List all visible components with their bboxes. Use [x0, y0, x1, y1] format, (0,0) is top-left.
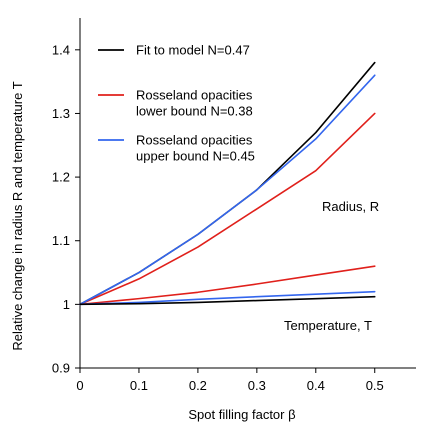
x-tick-label: 0.2 — [189, 378, 207, 393]
series-line-1 — [79, 112, 376, 306]
x-tick-label: 0 — [76, 378, 83, 393]
y-tick-label: 1.4 — [52, 42, 70, 57]
x-tick-label: 0.4 — [307, 378, 325, 393]
legend-label-1-1: lower bound N=0.38 — [136, 104, 253, 119]
series-layer — [79, 61, 376, 306]
y-tick-label: 1.1 — [52, 233, 70, 248]
y-tick-label: 1.3 — [52, 106, 70, 121]
annotation-temperature: Temperature, T — [284, 318, 372, 333]
x-tick-label: 0.1 — [130, 378, 148, 393]
y-axis-title: Relative change in radius R and temperat… — [10, 81, 25, 350]
legend-label-0-0: Fit to model N=0.47 — [136, 43, 250, 58]
legend-label-1-0: Rosseland opacities — [136, 88, 253, 103]
annotations: Radius, R Temperature, T — [284, 199, 379, 333]
series-line-5 — [79, 295, 376, 306]
x-tick-label: 0.5 — [366, 378, 384, 393]
x-tick-label: 0.3 — [248, 378, 266, 393]
series-line-2 — [79, 74, 376, 306]
legend-label-2-0: Rosseland opacities — [136, 133, 253, 148]
series-line-4 — [79, 290, 376, 306]
axes: 0 0.1 0.2 0.3 0.4 0.5 0.9 1 1.1 1.2 1.3 1.4 — [52, 18, 416, 393]
legend-label-2-1: upper bound N=0.45 — [136, 149, 255, 164]
y-tick-label: 0.9 — [52, 361, 70, 376]
series-line-3 — [79, 265, 376, 306]
y-tick-label: 1 — [63, 297, 70, 312]
x-axis-title: Spot filling factor β — [188, 407, 295, 422]
y-tick-label: 1.2 — [52, 170, 70, 185]
annotation-radius: Radius, R — [322, 199, 379, 214]
